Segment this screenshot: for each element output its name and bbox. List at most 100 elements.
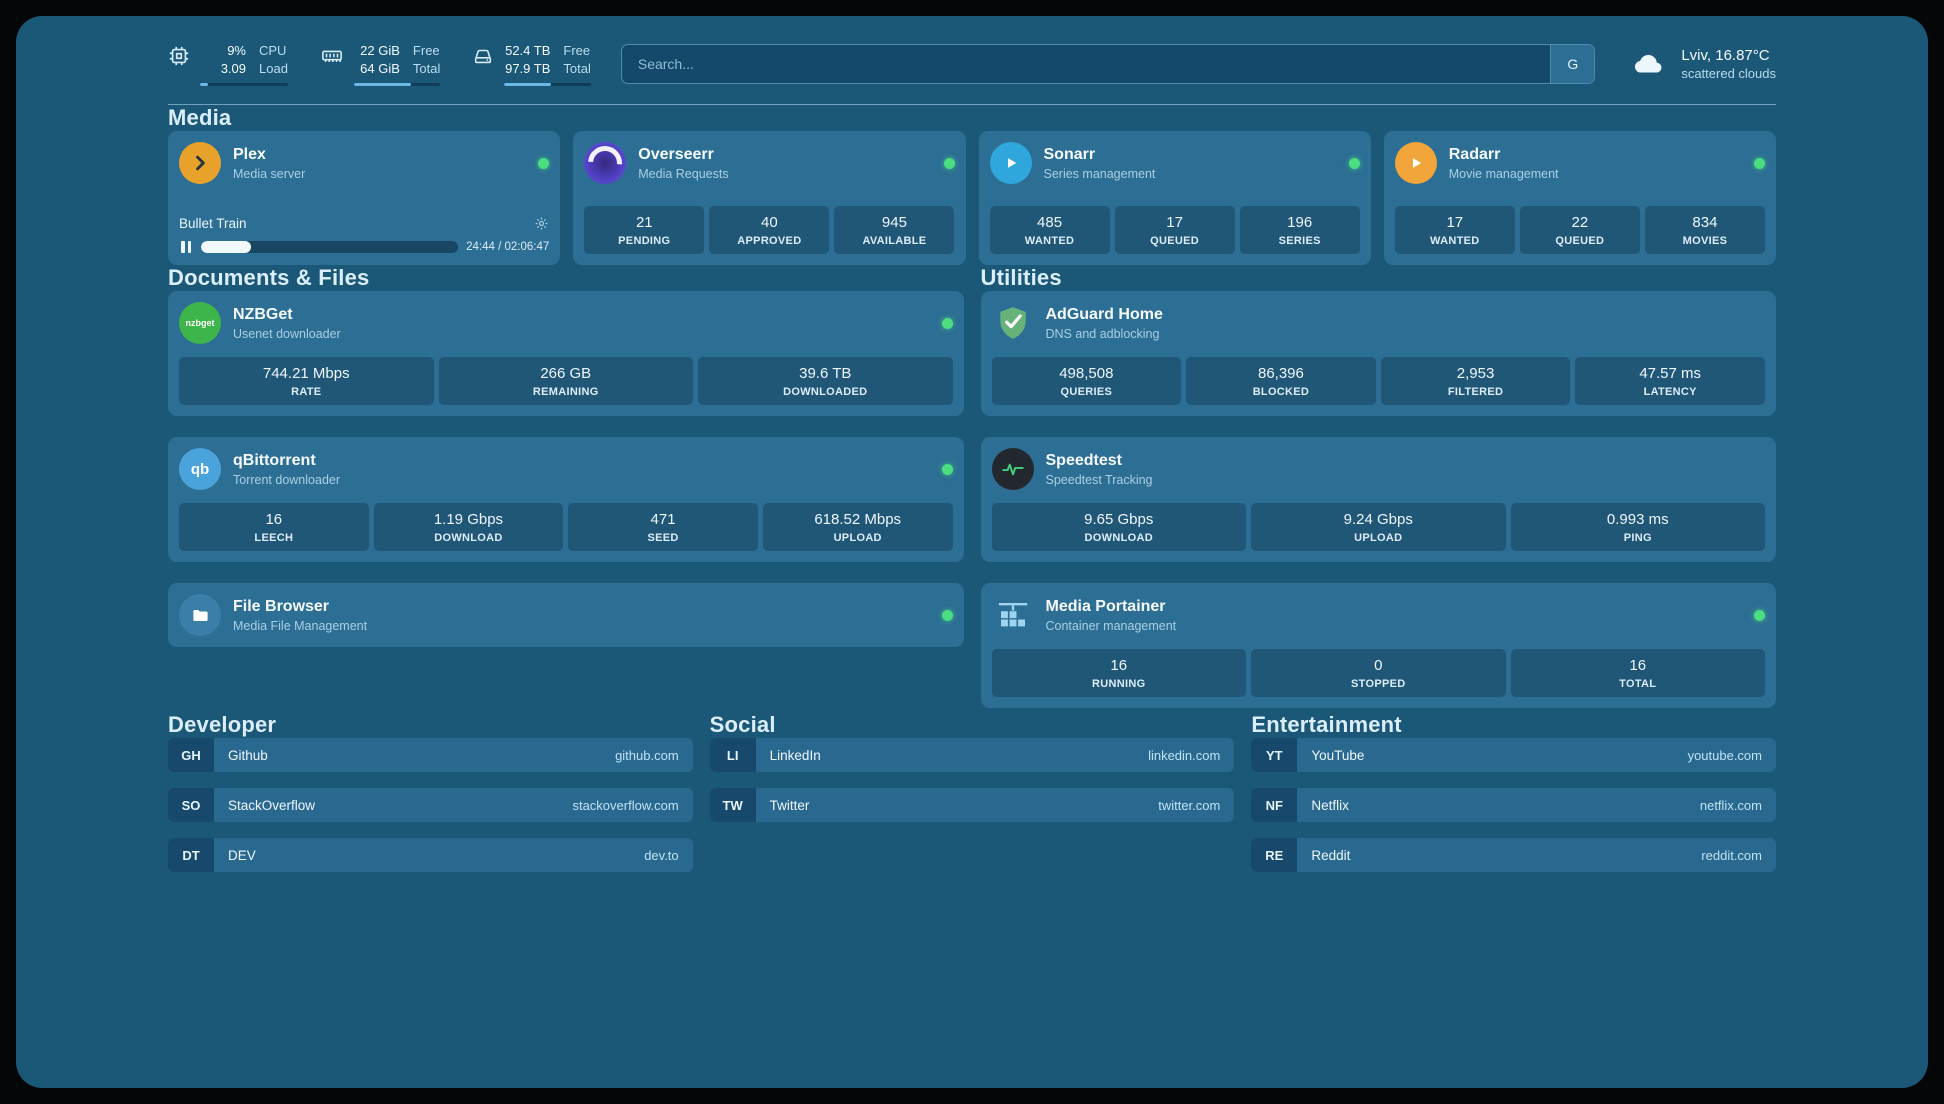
plex-player: 24:44 / 02:06:47 <box>179 240 549 254</box>
stat-movies: 834 MOVIES <box>1644 206 1765 255</box>
bookmark-group-entertainment: Entertainment YT YouTube youtube.com NF … <box>1251 712 1776 888</box>
service-card-speedtest[interactable]: Speedtest Speedtest Tracking 9.65 Gbps DO… <box>980 437 1776 563</box>
weather-location: Lviv, 16.87°C <box>1681 47 1770 65</box>
service-card-filebrowser[interactable]: File Browser Media File Management <box>168 583 964 648</box>
stat-blocked: 86,396 BLOCKED <box>1186 357 1376 406</box>
section-heading-documents: Documents & Files <box>168 265 370 291</box>
stat-download: 1.19 Gbps DOWNLOAD <box>373 503 564 552</box>
app-title: Plex <box>233 145 266 163</box>
status-dot <box>941 317 953 329</box>
gear-icon[interactable] <box>534 216 549 231</box>
bookmark-domain: netflix.com <box>1699 797 1762 813</box>
bookmark-netflix[interactable]: NF Netflix netflix.com <box>1251 788 1776 823</box>
pause-icon[interactable] <box>179 240 193 254</box>
app-title: qBittorrent <box>233 451 316 469</box>
stat-ping: 0.993 ms PING <box>1510 503 1765 552</box>
app-subtitle: Speedtest Tracking <box>1045 472 1153 487</box>
bookmark-github[interactable]: GH Github github.com <box>168 738 693 773</box>
system-metrics: 9% CPU 3.09 Load 22 GiB Free 64 GiB <box>168 42 591 87</box>
app-title: AdGuard Home <box>1045 305 1163 323</box>
playback-progress-bar[interactable] <box>201 241 459 254</box>
stat-running: 16 RUNNING <box>991 649 1246 698</box>
service-card-overseerr[interactable]: Overseerr Media Requests 21 PENDING 40 APP… <box>573 131 966 266</box>
dashboard-panel: 9% CPU 3.09 Load 22 GiB Free 64 GiB <box>16 16 1928 1088</box>
search-bar: G <box>620 44 1596 85</box>
plex-icon <box>179 142 221 185</box>
now-playing-title: Bullet Train <box>179 216 247 232</box>
bookmark-youtube[interactable]: YT YouTube youtube.com <box>1251 738 1776 773</box>
stat-total: 16 TOTAL <box>1510 649 1765 698</box>
service-card-radarr[interactable]: Radarr Movie management 17 WANTED 22 QUEUE… <box>1383 131 1776 266</box>
stat-rate: 744.21 Mbps RATE <box>179 357 434 406</box>
search-engine-button[interactable]: G <box>1550 45 1595 84</box>
app-title: Overseerr <box>638 145 714 163</box>
bookmark-abbr: YT <box>1251 738 1298 773</box>
disk-free-value: 52.4 TB <box>505 43 551 58</box>
stat-queries: 498,508 QUERIES <box>991 357 1182 406</box>
service-card-nzbget[interactable]: nzbget NZBGet Usenet downloader 744.21 M… <box>168 291 964 417</box>
sonarr-icon <box>989 142 1032 185</box>
adguard-icon <box>992 302 1034 344</box>
bookmark-domain: stackoverflow.com <box>572 797 679 813</box>
cpu-load-value: 3.09 <box>220 61 246 77</box>
bookmark-abbr: DT <box>168 838 214 873</box>
disk-icon <box>472 45 494 67</box>
memory-total-value: 64 GiB <box>360 61 400 77</box>
app-subtitle: Series management <box>1043 166 1156 181</box>
service-card-qbittorrent[interactable]: qb qBittorrent Torrent downloader 16 LEEC… <box>168 437 964 563</box>
bookmark-twitter[interactable]: TW Twitter twitter.com <box>709 788 1235 823</box>
qbittorrent-icon: qb <box>179 448 221 491</box>
bookmark-group-social: Social LI LinkedIn linkedin.com TW Twitt… <box>709 712 1235 888</box>
bookmark-reddit[interactable]: RE Reddit reddit.com <box>1251 838 1776 873</box>
weather-condition: scattered clouds <box>1681 66 1776 82</box>
bookmark-abbr: LI <box>709 738 756 773</box>
search-input[interactable] <box>621 45 1551 84</box>
service-card-portainer[interactable]: Media Portainer Container management 16 R… <box>980 583 1776 709</box>
bookmark-linkedin[interactable]: LI LinkedIn linkedin.com <box>709 738 1235 773</box>
stat-upload: 618.52 Mbps UPLOAD <box>762 503 953 552</box>
disk-total-label: Total <box>563 61 591 77</box>
documents-column: Documents & Files nzbget NZBGet Usenet d… <box>168 265 964 648</box>
stat-wanted: 17 WANTED <box>1394 206 1515 255</box>
media-card-grid: Plex Media server Bullet Train <box>168 131 1776 266</box>
section-heading-developer: Developer <box>168 712 277 738</box>
bookmark-dev[interactable]: DT DEV dev.to <box>168 838 693 873</box>
filebrowser-icon <box>179 594 221 637</box>
memory-progress-bar <box>353 83 441 87</box>
stat-approved: 40 APPROVED <box>709 206 830 255</box>
bookmark-domain: github.com <box>615 747 679 763</box>
stat-queued: 22 QUEUED <box>1519 206 1640 255</box>
app-subtitle: Media Requests <box>638 166 729 181</box>
bookmark-stackoverflow[interactable]: SO StackOverflow stackoverflow.com <box>168 788 693 823</box>
bookmark-name: YouTube <box>1311 747 1365 763</box>
bookmark-abbr: SO <box>168 788 214 823</box>
app-subtitle: Media server <box>233 166 306 181</box>
stat-filtered: 2,953 FILTERED <box>1380 357 1571 406</box>
section-heading-social: Social <box>709 712 776 738</box>
cloud-icon <box>1625 47 1669 81</box>
app-subtitle: DNS and adblocking <box>1045 326 1160 341</box>
cpu-metric: 9% CPU 3.09 Load <box>168 42 288 87</box>
stat-downloaded: 39.6 TB DOWNLOADED <box>698 357 953 406</box>
app-subtitle: Media File Management <box>233 618 368 633</box>
bookmark-name: Github <box>228 747 268 763</box>
app-title: Speedtest <box>1045 451 1122 469</box>
disk-progress-bar <box>504 83 591 87</box>
stat-upload: 9.24 Gbps UPLOAD <box>1251 503 1506 552</box>
bookmark-group-developer: Developer GH Github github.com SO StackO… <box>168 712 693 888</box>
memory-free-label: Free <box>412 43 440 58</box>
app-title: Radarr <box>1448 145 1501 163</box>
status-dot <box>1348 157 1360 169</box>
stat-queued: 17 QUEUED <box>1114 206 1235 255</box>
service-card-plex[interactable]: Plex Media server Bullet Train <box>168 131 561 266</box>
app-subtitle: Container management <box>1045 618 1177 633</box>
memory-free-value: 22 GiB <box>360 43 400 58</box>
service-card-adguard[interactable]: AdGuard Home DNS and adblocking 498,508 Q… <box>980 291 1776 417</box>
bookmark-name: Twitter <box>769 797 810 813</box>
app-subtitle: Torrent downloader <box>233 472 341 487</box>
speedtest-icon <box>991 448 1034 491</box>
bookmark-name: Netflix <box>1311 797 1349 813</box>
service-card-sonarr[interactable]: Sonarr Series management 485 WANTED 17 QUE… <box>978 131 1371 266</box>
status-dot <box>941 463 953 475</box>
app-subtitle: Movie management <box>1448 166 1559 181</box>
